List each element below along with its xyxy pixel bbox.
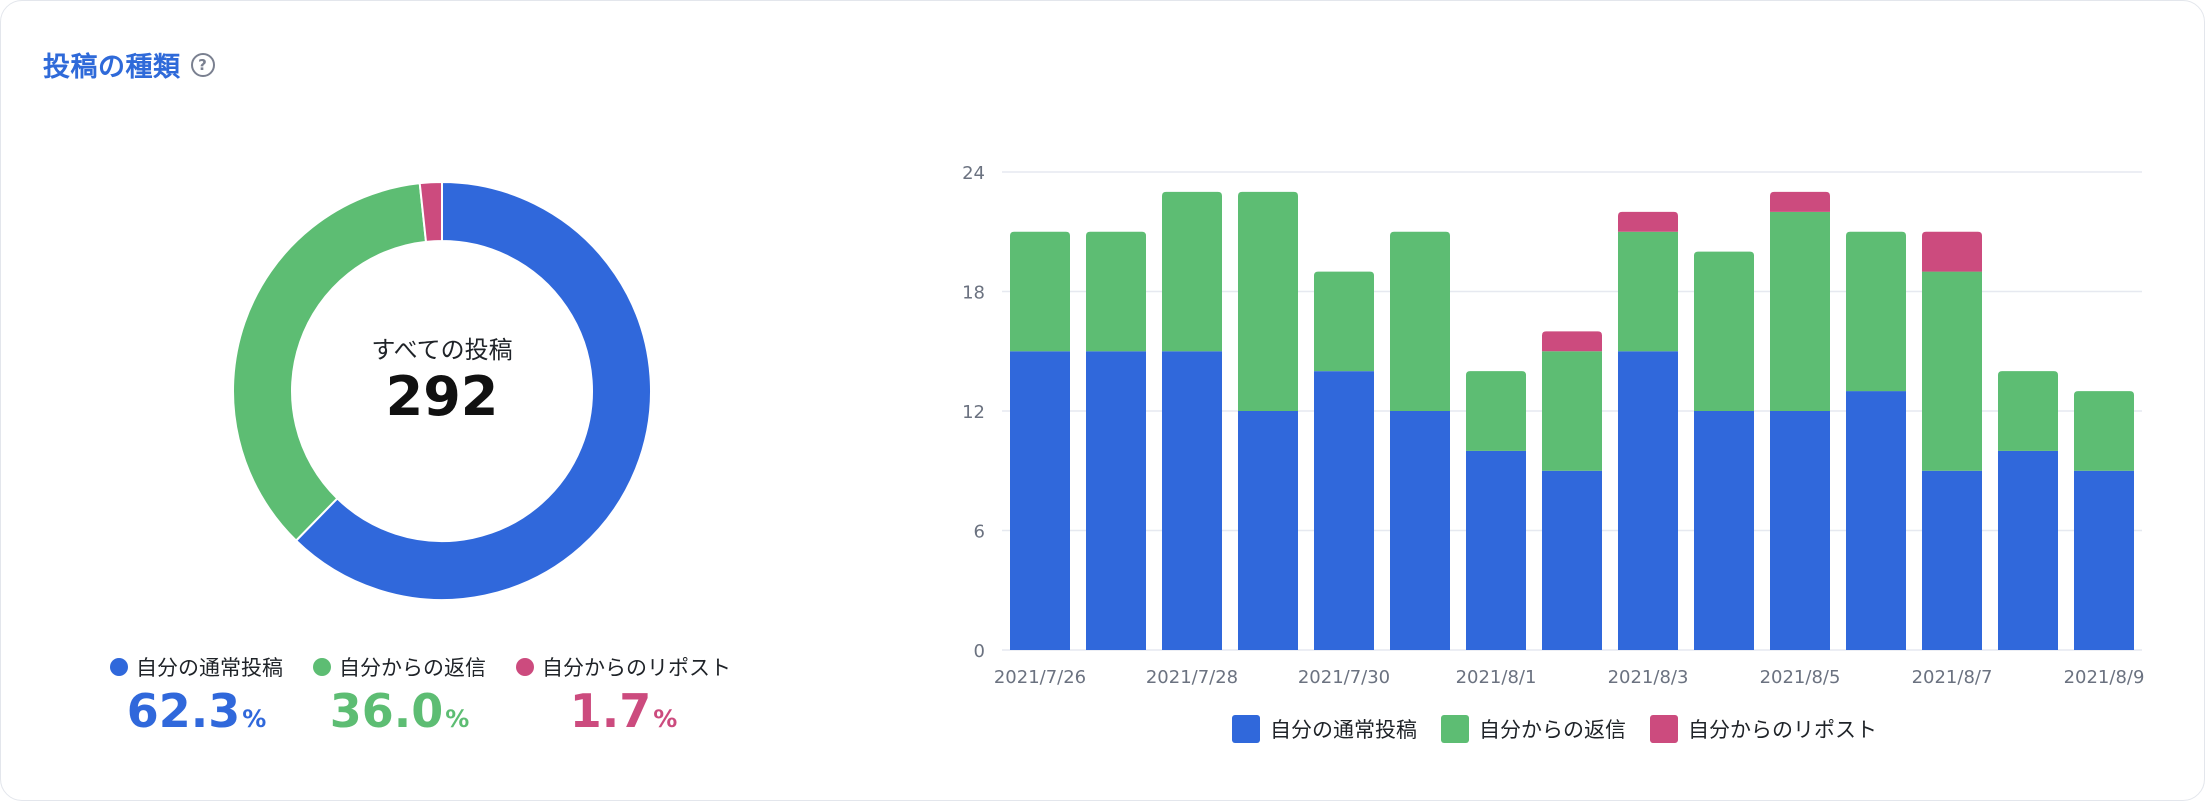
bar-segment[interactable] xyxy=(1770,211,1830,411)
bar-segment[interactable] xyxy=(1846,231,1906,392)
bar-segment[interactable] xyxy=(1542,331,1602,352)
x-tick-label: 2021/7/26 xyxy=(994,667,1086,688)
bar-segment[interactable] xyxy=(1238,191,1298,411)
bar-segment[interactable] xyxy=(1466,371,1526,451)
percent-unit: % xyxy=(445,705,470,733)
bar-segment[interactable] xyxy=(1618,211,1678,232)
y-tick-label: 6 xyxy=(974,522,985,543)
reply-dot-icon xyxy=(313,658,331,676)
bar-segment[interactable] xyxy=(1162,351,1222,650)
bar-segment[interactable] xyxy=(1922,470,1982,650)
normal-swatch-icon xyxy=(1232,715,1260,743)
bar-segment[interactable] xyxy=(1466,450,1526,650)
percent-unit: % xyxy=(242,705,267,733)
bar-legend-item-normal[interactable]: 自分の通常投稿 xyxy=(1232,714,1417,744)
bar-segment[interactable] xyxy=(1922,231,1982,272)
bar-legend-item-reply[interactable]: 自分からの返信 xyxy=(1441,714,1626,744)
bar-segment[interactable] xyxy=(1694,251,1754,411)
bar-segment[interactable] xyxy=(1542,470,1602,650)
y-tick-label: 0 xyxy=(974,641,985,662)
bar-legend: 自分の通常投稿 自分からの返信 自分からのリポスト xyxy=(1232,714,1901,744)
bar-segment[interactable] xyxy=(1238,411,1298,650)
bar-segment[interactable] xyxy=(1694,411,1754,650)
question-circle-icon[interactable]: ? xyxy=(190,52,215,77)
donut-center-label: すべての投稿 xyxy=(371,336,513,364)
card-header: 投稿の種類 ? xyxy=(43,45,215,84)
bar-segment[interactable] xyxy=(1010,351,1070,650)
donut-total: 292 xyxy=(385,365,499,428)
repost-dot-icon xyxy=(516,658,534,676)
x-tick-label: 2021/7/28 xyxy=(1146,667,1238,688)
bar-segment[interactable] xyxy=(1998,450,2058,650)
bar-segment[interactable] xyxy=(1998,371,2058,451)
donut-legend-label: 自分からのリポスト xyxy=(542,656,731,680)
x-tick-label: 2021/8/7 xyxy=(1912,667,1993,688)
donut-chart xyxy=(232,180,652,601)
donut-slice[interactable] xyxy=(232,182,428,543)
donut-legend-percent: 62.3 xyxy=(126,684,241,738)
donut-legend-percent: 36.0 xyxy=(329,684,444,738)
donut-slice[interactable] xyxy=(294,180,652,601)
bar-segment[interactable] xyxy=(1390,231,1450,411)
bar-segment[interactable] xyxy=(1086,231,1146,352)
bar-legend-label: 自分の通常投稿 xyxy=(1270,718,1417,742)
bar-segment[interactable] xyxy=(1010,231,1070,352)
bar-segment[interactable] xyxy=(1846,391,1906,650)
bar-segment[interactable] xyxy=(1390,411,1450,650)
y-tick-label: 12 xyxy=(962,402,985,423)
donut-legend-item-normal: 自分の通常投稿 62.3% xyxy=(110,652,283,744)
bar-segment[interactable] xyxy=(2074,470,2134,650)
bar-segment[interactable] xyxy=(1618,351,1678,650)
donut-legend: 自分の通常投稿 62.3% 自分からの返信 36.0% 自分からのリポスト 1.… xyxy=(110,652,761,744)
x-tick-label: 2021/8/5 xyxy=(1760,667,1841,688)
x-tick-label: 2021/8/3 xyxy=(1608,667,1689,688)
donut-legend-item-repost: 自分からのリポスト 1.7% xyxy=(516,652,731,744)
bar-segment[interactable] xyxy=(1542,351,1602,471)
reply-swatch-icon xyxy=(1441,715,1469,743)
x-tick-label: 2021/8/9 xyxy=(2064,667,2145,688)
y-tick-label: 24 xyxy=(962,163,985,184)
bar-segment[interactable] xyxy=(1922,271,1982,471)
bar-legend-item-repost[interactable]: 自分からのリポスト xyxy=(1650,714,1877,744)
x-tick-label: 2021/7/30 xyxy=(1298,667,1390,688)
repost-swatch-icon xyxy=(1650,715,1678,743)
y-tick-label: 18 xyxy=(962,283,985,304)
bar-segment[interactable] xyxy=(1618,231,1678,352)
donut-slice[interactable] xyxy=(418,180,443,243)
bar-segment[interactable] xyxy=(1086,351,1146,650)
card-title: 投稿の種類 xyxy=(43,52,181,83)
bar-segment[interactable] xyxy=(2074,391,2134,471)
normal-dot-icon xyxy=(110,658,128,676)
donut-legend-label: 自分からの返信 xyxy=(339,656,486,680)
donut-legend-item-reply: 自分からの返信 36.0% xyxy=(313,652,486,744)
x-tick-label: 2021/8/1 xyxy=(1456,667,1537,688)
percent-unit: % xyxy=(653,705,678,733)
bar-segment[interactable] xyxy=(1162,191,1222,352)
bar-segment[interactable] xyxy=(1770,191,1830,212)
donut-legend-label: 自分の通常投稿 xyxy=(136,656,283,680)
bar-legend-label: 自分からのリポスト xyxy=(1688,718,1877,742)
donut-legend-percent: 1.7 xyxy=(569,684,652,738)
bar-segment[interactable] xyxy=(1770,411,1830,650)
bar-segment[interactable] xyxy=(1314,371,1374,650)
donut-center: すべての投稿 292 xyxy=(282,330,602,427)
bar-segment[interactable] xyxy=(1314,271,1374,372)
bar-legend-label: 自分からの返信 xyxy=(1479,718,1626,742)
